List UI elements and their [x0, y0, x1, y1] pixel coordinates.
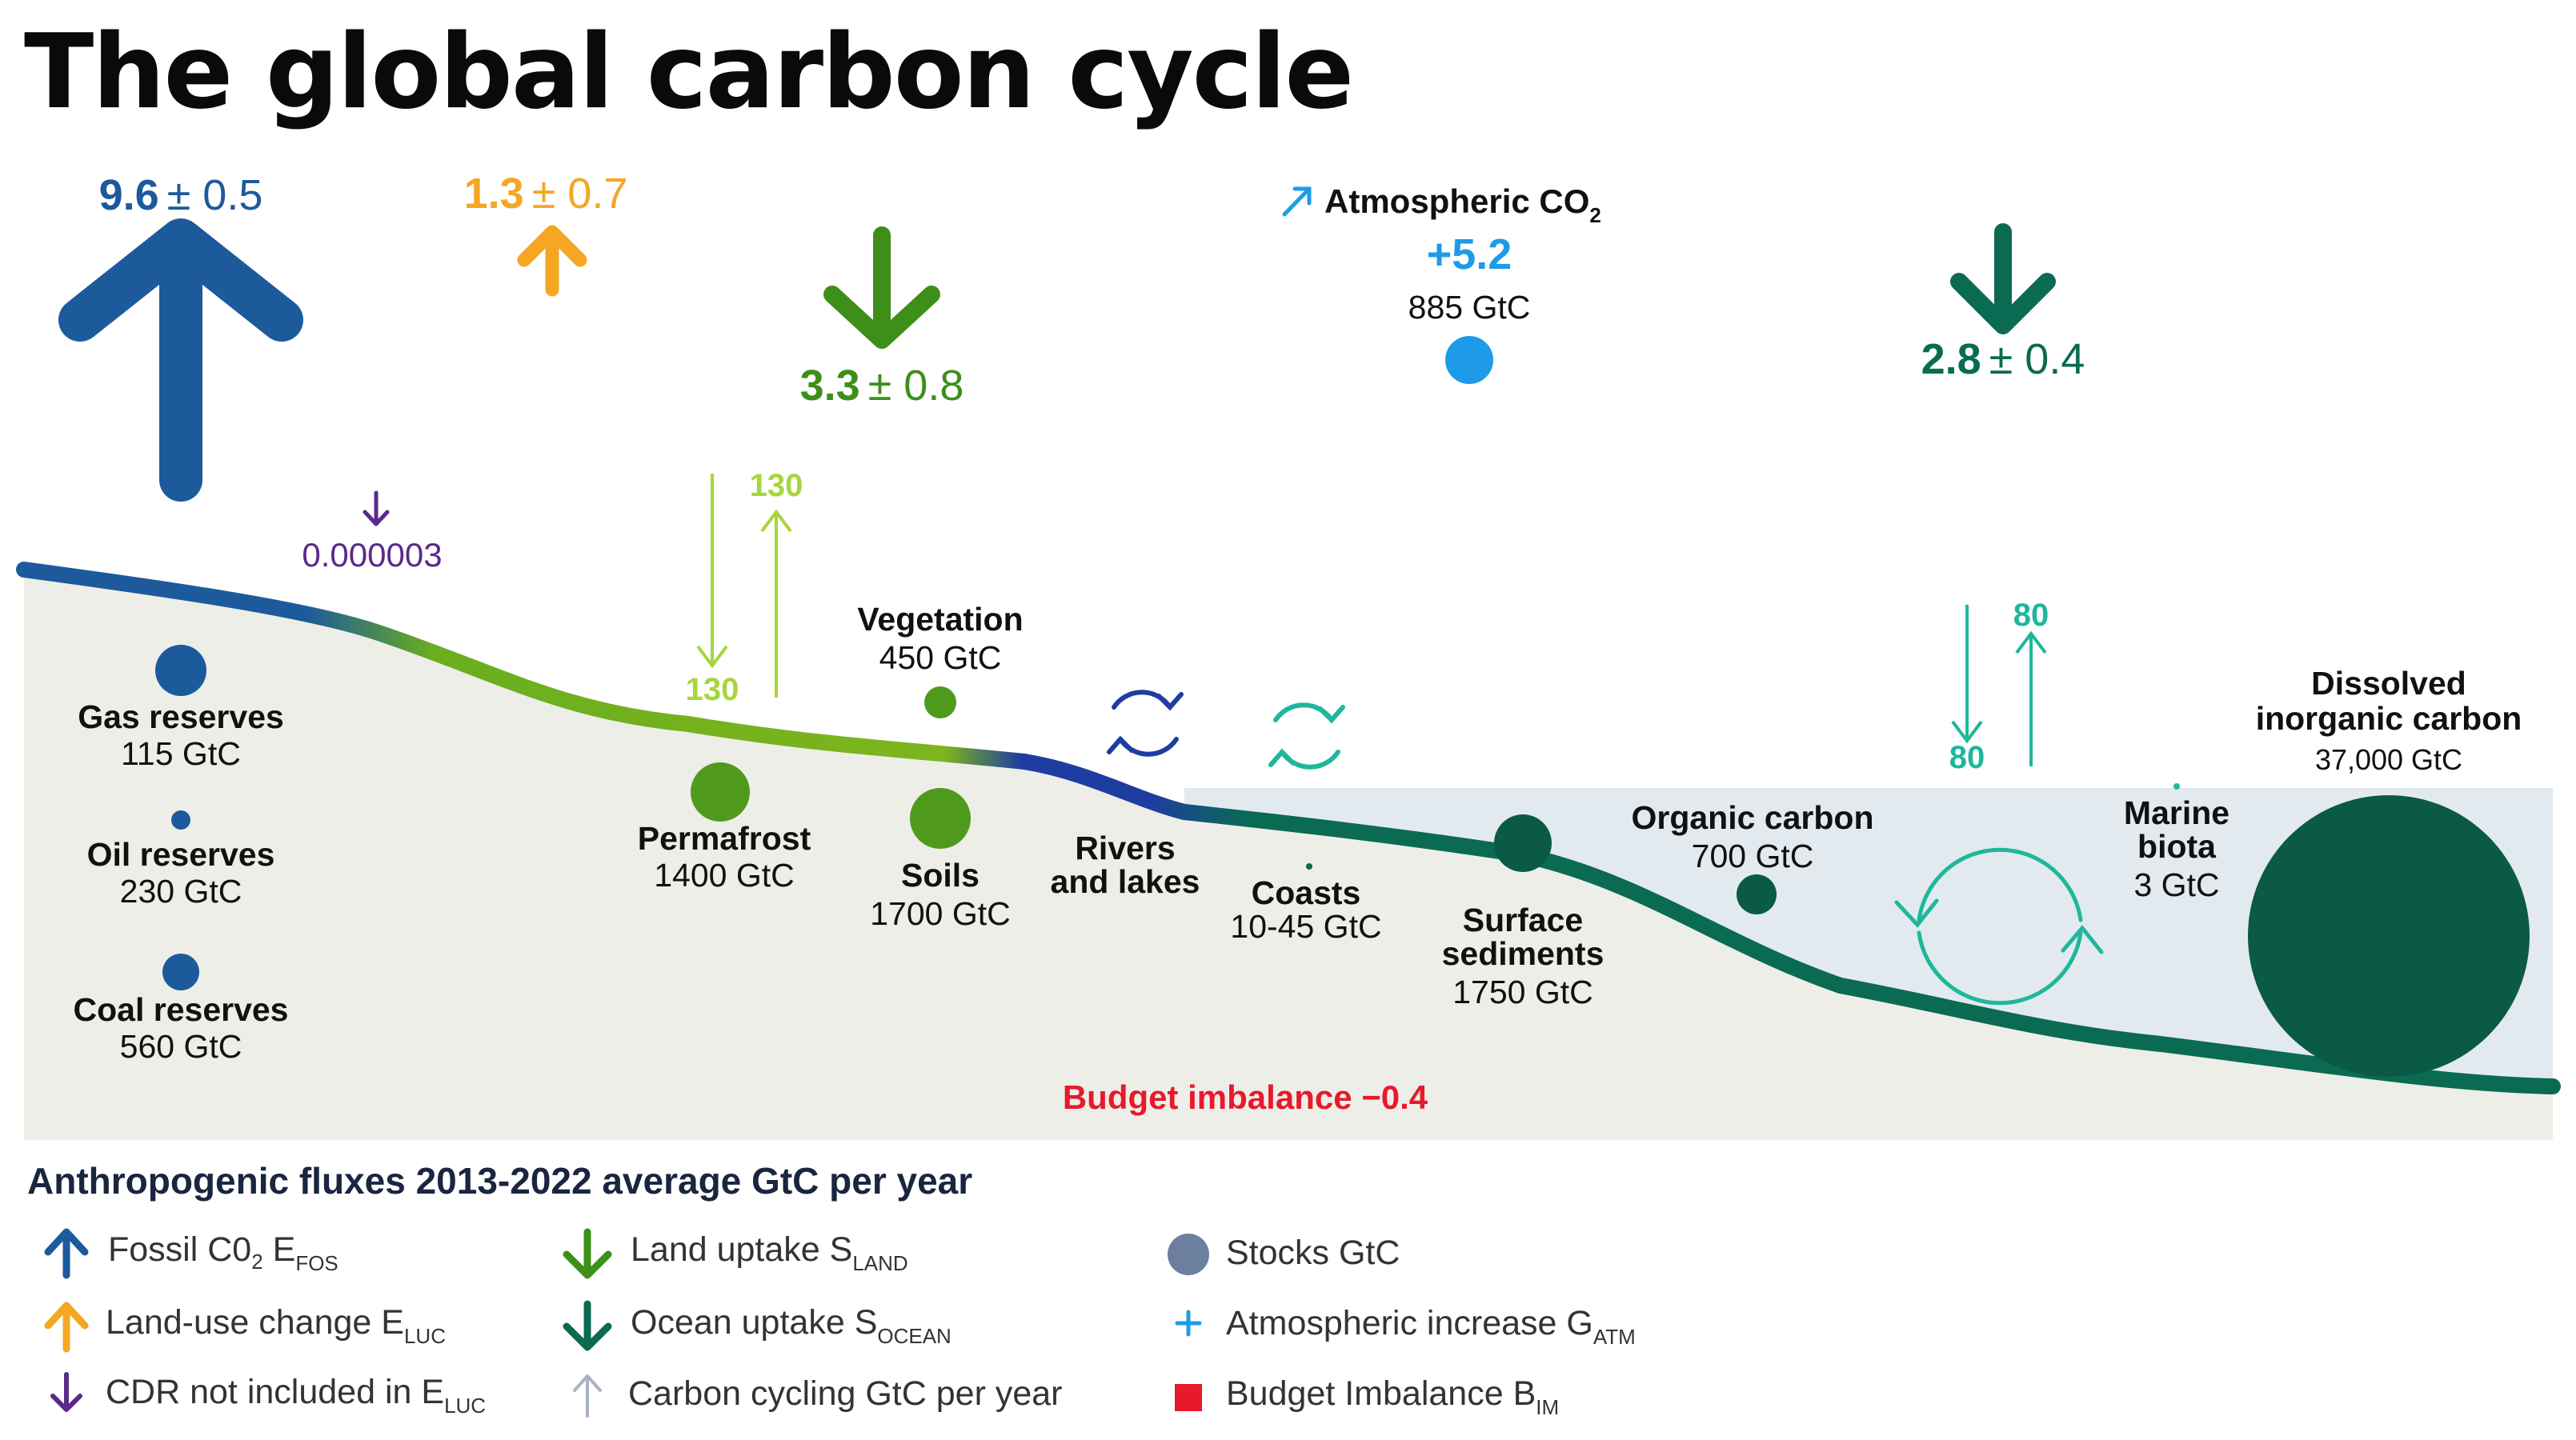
organic-carbon-value: 700 GtC [1692, 838, 1814, 874]
land-use-up-arrow-icon [517, 225, 587, 297]
coasts-circle [1306, 863, 1312, 870]
cdr-down-arrow-icon [363, 490, 390, 526]
dissolved-inorganic-circle [2248, 795, 2530, 1077]
gas-reserves-label: Gas reserves [78, 698, 284, 735]
legend-heading: Anthropogenic fluxes 2013-2022 average G… [27, 1160, 972, 1202]
land-uptake-down-arrow-icon [823, 226, 940, 349]
atmospheric-stock-circle [1445, 336, 1493, 384]
land-uptake-flux-value: 3.3 ± 0.8 [800, 362, 964, 410]
rivers-cycle-icon [1107, 690, 1184, 757]
atmospheric-stock-value: 885 GtC [1408, 289, 1531, 326]
land-cycling-down-arrow-icon [696, 474, 728, 669]
land-cycling-up-value: 130 [750, 468, 803, 503]
coasts-value: 10-45 GtC [1230, 908, 1381, 945]
legend-cycling-text: Carbon cycling GtC per year [628, 1374, 1063, 1413]
sediments-value: 1750 GtC [1452, 974, 1593, 1010]
organic-carbon-circle [1737, 874, 1777, 914]
legend-cdr-icon [50, 1372, 82, 1412]
marine-biota-label-line1: Marine [2124, 794, 2229, 831]
legend-stocks-icon [1168, 1234, 1209, 1275]
coal-reserves-value: 560 GtC [120, 1028, 242, 1065]
gas-reserves-value: 115 GtC [121, 735, 241, 772]
surface-sediments-circle [1494, 814, 1552, 872]
legend-land-use-icon [44, 1302, 89, 1353]
soils-value: 1700 GtC [870, 895, 1011, 932]
fossil-flux-value: 9.6 ± 0.5 [99, 171, 263, 219]
fossil-up-arrow-icon [58, 218, 303, 502]
ocean-cycling-up-value: 80 [2013, 598, 2049, 633]
legend-ocean-uptake-icon [563, 1300, 612, 1351]
legend-land-uptake-text: Land uptake SLAND [631, 1230, 908, 1275]
legend-fossil-text: Fossil C02 EFOS [108, 1230, 339, 1275]
ocean-cycling-down-value: 80 [1949, 740, 1985, 775]
land-cycling-up-arrow-icon [760, 509, 792, 698]
surface-line [16, 562, 2561, 1094]
legend-atm-increase-text: Atmospheric increase GATM [1226, 1304, 1636, 1349]
legend-cdr-text: CDR not included in ELUC [106, 1373, 486, 1418]
atmospheric-increase-value: +5.2 [1427, 230, 1512, 278]
marine-biota-label-line2: biota [2137, 828, 2217, 865]
ocean-cycle-icon [1894, 847, 2104, 1006]
legend-imbalance-icon [1175, 1384, 1202, 1411]
atmospheric-co2-label: Atmospheric CO2 [1324, 182, 1601, 227]
soils-label: Soils [901, 857, 980, 894]
marine-biota-value: 3 GtC [2133, 866, 2219, 903]
coasts-cycle-icon [1268, 702, 1345, 770]
sediments-label-line2: sediments [1442, 935, 1604, 972]
coal-reserves-circle [162, 954, 199, 990]
coal-reserves-label: Coal reserves [74, 991, 289, 1028]
rivers-label-line2: and lakes [1051, 863, 1200, 900]
legend-fossil-icon [44, 1228, 89, 1279]
ocean-uptake-down-arrow-icon [1950, 223, 2056, 334]
legend-land-uptake-icon [563, 1228, 612, 1279]
legend-ocean-uptake-text: Ocean uptake SOCEAN [631, 1303, 951, 1348]
sediments-label-line1: Surface [1463, 902, 1583, 938]
legend-land-use-text: Land-use change ELUC [106, 1303, 446, 1348]
vegetation-value: 450 GtC [879, 639, 1002, 676]
organic-carbon-label: Organic carbon [1631, 799, 1873, 836]
legend-imbalance-text: Budget Imbalance BIM [1226, 1374, 1559, 1419]
ocean-uptake-flux-value: 2.8 ± 0.4 [1921, 335, 2085, 383]
legend-atm-increase-icon [1175, 1310, 1202, 1337]
budget-imbalance-text: Budget imbalance −0.4 [1063, 1078, 1428, 1116]
atmospheric-increase-icon [1282, 186, 1312, 217]
marine-biota-circle [2173, 783, 2180, 790]
rivers-label-line1: Rivers [1075, 830, 1175, 866]
dissolved-label-line1: Dissolved [2311, 665, 2466, 702]
ocean-cycling-down-arrow-icon [1951, 605, 1983, 744]
land-cycling-down-value: 130 [686, 672, 739, 707]
page-title: The global carbon cycle [24, 13, 1354, 132]
oil-reserves-circle [171, 810, 190, 830]
oil-reserves-value: 230 GtC [120, 873, 242, 910]
land-use-flux-value: 1.3 ± 0.7 [464, 170, 628, 218]
oil-reserves-label: Oil reserves [87, 836, 275, 873]
legend-stocks-text: Stocks GtC [1226, 1234, 1400, 1272]
gas-reserves-circle [155, 645, 206, 696]
dissolved-label-line2: inorganic carbon [2256, 700, 2522, 737]
legend-cycling-icon [573, 1374, 602, 1418]
permafrost-label: Permafrost [638, 820, 811, 857]
permafrost-value: 1400 GtC [654, 857, 795, 894]
ground-area [24, 570, 1184, 1140]
cdr-flux-value: 0.000003 [302, 536, 442, 574]
vegetation-circle [924, 686, 956, 718]
vegetation-label: Vegetation [857, 601, 1023, 638]
dissolved-value: 37,000 GtC [2315, 743, 2462, 776]
soils-circle [910, 788, 971, 849]
ocean-cycling-up-arrow-icon [2015, 630, 2047, 766]
coasts-label: Coasts [1252, 874, 1361, 911]
permafrost-circle [691, 762, 750, 822]
